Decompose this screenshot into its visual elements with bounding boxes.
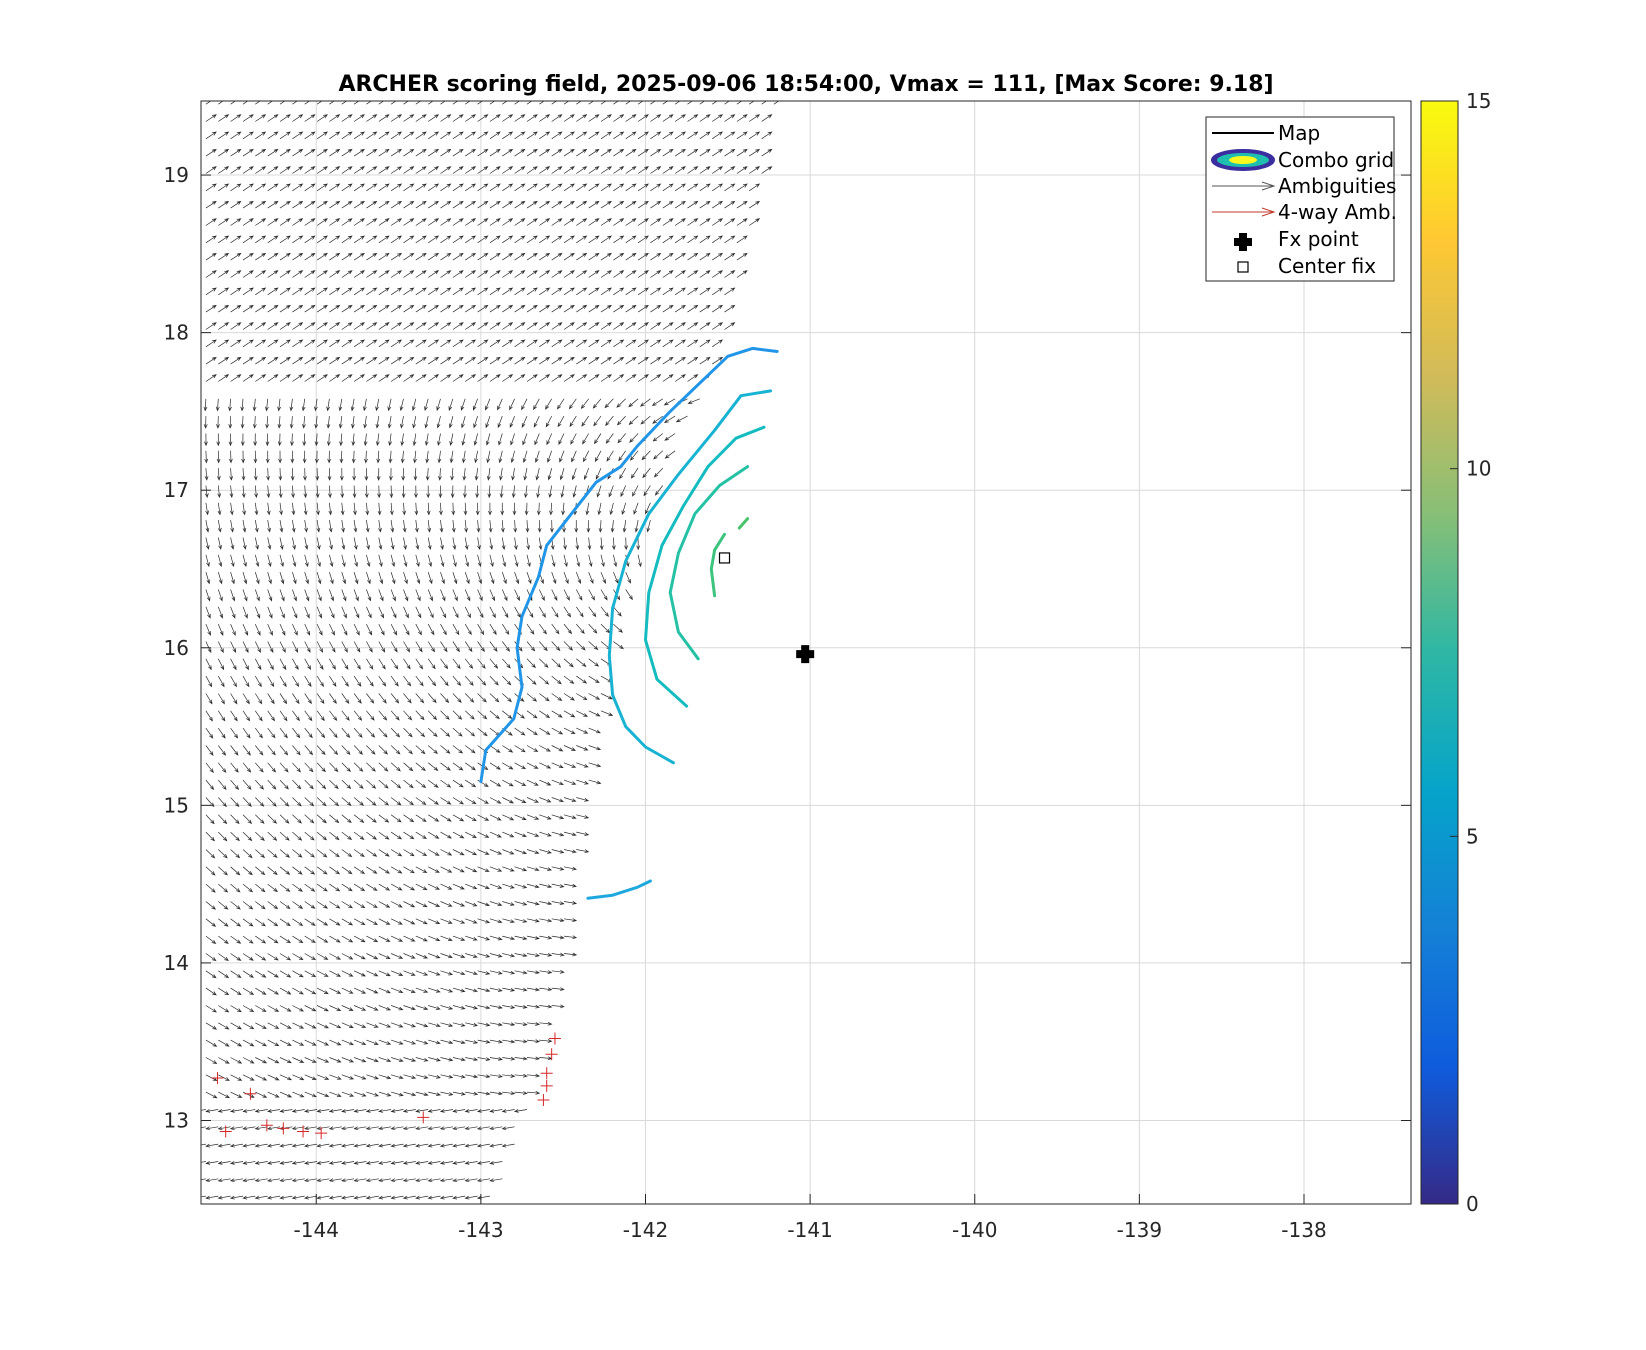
legend-combo-swatch (1211, 149, 1275, 171)
chart-title: ARCHER scoring field, 2025-09-06 18:54:0… (338, 72, 1273, 97)
score-contour-line (586, 879, 652, 900)
legend-ambiguities-swatch (1212, 181, 1276, 191)
fx-point-marker (796, 645, 815, 664)
score-contour-line (668, 465, 750, 661)
score-contours (479, 346, 779, 900)
colorbar-tick-label: 15 (1466, 89, 1491, 113)
y-tick-label: 17 (164, 478, 189, 502)
colorbar-ticks: 0 5 10 15 (1450, 89, 1491, 1216)
score-contour-line (709, 532, 726, 598)
score-contour-line (737, 517, 750, 530)
four-way-amb-marker (417, 1111, 430, 1124)
x-tick-label: -142 (623, 1218, 668, 1242)
legend-center-fix-swatch (1237, 261, 1249, 273)
x-tick-label: -143 (458, 1218, 503, 1242)
four-way-amb-marker (244, 1087, 257, 1100)
colorbar (1420, 100, 1459, 1205)
x-axis-ticks: -144 -143 -142 -141 -140 -139 -138 (294, 1194, 1327, 1242)
four-way-amb-marker (315, 1127, 328, 1140)
x-tick-label: -140 (952, 1218, 997, 1242)
legend: Map Combo grid Ambiguities 4-way Amb. Fx… (1205, 116, 1397, 282)
four-way-amb-marker (219, 1125, 232, 1138)
four-way-amb-marker (545, 1048, 558, 1061)
legend-combo-label: Combo grid (1278, 148, 1394, 172)
score-contour-line (607, 389, 773, 765)
colorbar-tick-label: 5 (1466, 824, 1479, 848)
colorbar-tick-label: 0 (1466, 1192, 1479, 1216)
y-tick-label: 13 (164, 1108, 189, 1132)
wind-vector-field (201, 101, 780, 1200)
x-tick-label: -141 (787, 1218, 832, 1242)
y-tick-label: 19 (164, 163, 189, 187)
four-way-amb-marker (548, 1032, 561, 1045)
four-way-amb-marker (540, 1067, 553, 1080)
score-contour-line (644, 425, 766, 708)
x-tick-label: -139 (1117, 1218, 1162, 1242)
y-tick-label: 16 (164, 636, 189, 660)
colorbar-tick-label: 10 (1466, 457, 1491, 481)
y-axis-ticks: 13 14 15 16 17 18 19 (164, 163, 1411, 1132)
four-way-amb-marker (277, 1122, 290, 1135)
y-tick-label: 18 (164, 321, 189, 345)
legend-center-fix-label: Center fix (1278, 254, 1376, 278)
score-contour-line (479, 346, 779, 784)
x-tick-label: -138 (1281, 1218, 1326, 1242)
four-way-ambiguity-markers (211, 1032, 561, 1140)
four-way-amb-marker (260, 1119, 273, 1132)
four-way-amb-marker (540, 1079, 553, 1092)
four-way-amb-marker (297, 1125, 310, 1138)
fix-markers (718, 552, 815, 664)
ambiguity-arrows (201, 101, 780, 1200)
center-fix-marker (718, 552, 731, 564)
four-way-amb-marker (211, 1071, 224, 1084)
y-tick-label: 14 (164, 951, 189, 975)
legend-map-label: Map (1278, 121, 1320, 145)
four-way-amb-marker (537, 1094, 550, 1106)
y-tick-label: 15 (164, 793, 189, 817)
legend-ambiguities-label: Ambiguities (1278, 174, 1396, 198)
legend-4way-swatch (1212, 207, 1276, 217)
legend-fx-point-swatch (1234, 233, 1252, 251)
legend-fx-point-label: Fx point (1278, 227, 1359, 251)
x-tick-label: -144 (294, 1218, 339, 1242)
legend-4way-label: 4-way Amb. (1278, 200, 1397, 224)
legend-box (1205, 116, 1395, 282)
plot-frame (200, 100, 1412, 1205)
